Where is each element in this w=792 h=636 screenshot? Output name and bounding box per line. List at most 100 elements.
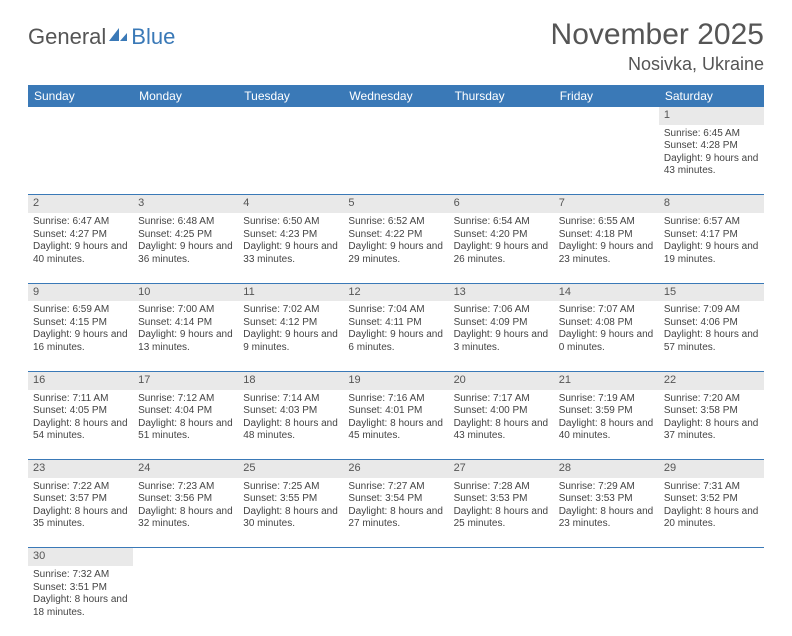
weekday-header: Saturday — [659, 85, 764, 107]
sunrise-line: Sunrise: 7:00 AM — [138, 304, 233, 317]
day-cell — [449, 566, 554, 636]
day-number: 5 — [343, 195, 448, 213]
sunset-line: Sunset: 3:58 PM — [664, 405, 759, 418]
day-number: 13 — [449, 283, 554, 301]
sunset-line: Sunset: 4:23 PM — [243, 229, 338, 242]
day-number — [238, 107, 343, 125]
day-cell — [238, 125, 343, 195]
logo: General Blue — [28, 24, 175, 50]
sunrise-line: Sunrise: 7:25 AM — [243, 481, 338, 494]
day-number-row: 9101112131415 — [28, 283, 764, 301]
day-cell — [238, 566, 343, 636]
daylight-line: Daylight: 9 hours and 36 minutes. — [138, 241, 233, 266]
sunrise-line: Sunrise: 6:48 AM — [138, 216, 233, 229]
daylight-line: Daylight: 8 hours and 25 minutes. — [454, 506, 549, 531]
day-number: 20 — [449, 371, 554, 389]
day-number — [133, 107, 238, 125]
day-cell: Sunrise: 6:50 AMSunset: 4:23 PMDaylight:… — [238, 213, 343, 283]
day-number: 18 — [238, 371, 343, 389]
sunrise-line: Sunrise: 7:14 AM — [243, 393, 338, 406]
day-cell: Sunrise: 6:57 AMSunset: 4:17 PMDaylight:… — [659, 213, 764, 283]
day-number — [133, 548, 238, 566]
day-number-row: 23242526272829 — [28, 460, 764, 478]
day-number: 6 — [449, 195, 554, 213]
sunset-line: Sunset: 3:53 PM — [454, 493, 549, 506]
day-cell: Sunrise: 7:17 AMSunset: 4:00 PMDaylight:… — [449, 390, 554, 460]
day-number — [28, 107, 133, 125]
day-number: 15 — [659, 283, 764, 301]
sunrise-line: Sunrise: 6:45 AM — [664, 128, 759, 141]
sunset-line: Sunset: 4:25 PM — [138, 229, 233, 242]
daylight-line: Daylight: 8 hours and 18 minutes. — [33, 594, 128, 619]
sunset-line: Sunset: 3:53 PM — [559, 493, 654, 506]
daylight-line: Daylight: 8 hours and 30 minutes. — [243, 506, 338, 531]
day-number: 3 — [133, 195, 238, 213]
day-number — [238, 548, 343, 566]
sunset-line: Sunset: 4:27 PM — [33, 229, 128, 242]
sunrise-line: Sunrise: 6:50 AM — [243, 216, 338, 229]
sunset-line: Sunset: 3:56 PM — [138, 493, 233, 506]
sunrise-line: Sunrise: 7:23 AM — [138, 481, 233, 494]
day-cell: Sunrise: 7:23 AMSunset: 3:56 PMDaylight:… — [133, 478, 238, 548]
day-number — [554, 548, 659, 566]
daylight-line: Daylight: 8 hours and 37 minutes. — [664, 418, 759, 443]
sunset-line: Sunset: 4:03 PM — [243, 405, 338, 418]
day-cell: Sunrise: 7:02 AMSunset: 4:12 PMDaylight:… — [238, 301, 343, 371]
sunrise-line: Sunrise: 7:11 AM — [33, 393, 128, 406]
day-cell: Sunrise: 7:11 AMSunset: 4:05 PMDaylight:… — [28, 390, 133, 460]
sunset-line: Sunset: 4:11 PM — [348, 317, 443, 330]
sunset-line: Sunset: 4:12 PM — [243, 317, 338, 330]
daylight-line: Daylight: 8 hours and 23 minutes. — [559, 506, 654, 531]
day-number: 29 — [659, 460, 764, 478]
calendar-table: SundayMondayTuesdayWednesdayThursdayFrid… — [28, 85, 764, 636]
day-cell: Sunrise: 7:19 AMSunset: 3:59 PMDaylight:… — [554, 390, 659, 460]
sunset-line: Sunset: 4:00 PM — [454, 405, 549, 418]
sunset-line: Sunset: 4:18 PM — [559, 229, 654, 242]
daylight-line: Daylight: 9 hours and 43 minutes. — [664, 153, 759, 178]
day-number: 7 — [554, 195, 659, 213]
sunrise-line: Sunrise: 7:16 AM — [348, 393, 443, 406]
sunset-line: Sunset: 4:14 PM — [138, 317, 233, 330]
day-cell — [133, 125, 238, 195]
day-cell: Sunrise: 7:06 AMSunset: 4:09 PMDaylight:… — [449, 301, 554, 371]
day-cell: Sunrise: 7:20 AMSunset: 3:58 PMDaylight:… — [659, 390, 764, 460]
day-cell: Sunrise: 7:14 AMSunset: 4:03 PMDaylight:… — [238, 390, 343, 460]
day-cell: Sunrise: 7:16 AMSunset: 4:01 PMDaylight:… — [343, 390, 448, 460]
sunrise-line: Sunrise: 7:20 AM — [664, 393, 759, 406]
weekday-header: Tuesday — [238, 85, 343, 107]
day-number: 4 — [238, 195, 343, 213]
day-number — [343, 548, 448, 566]
day-number: 22 — [659, 371, 764, 389]
daylight-line: Daylight: 8 hours and 48 minutes. — [243, 418, 338, 443]
day-number: 24 — [133, 460, 238, 478]
daylight-line: Daylight: 9 hours and 19 minutes. — [664, 241, 759, 266]
week-row: Sunrise: 7:32 AMSunset: 3:51 PMDaylight:… — [28, 566, 764, 636]
sunrise-line: Sunrise: 7:19 AM — [559, 393, 654, 406]
sunrise-line: Sunrise: 7:17 AM — [454, 393, 549, 406]
day-number-row: 1 — [28, 107, 764, 125]
day-number: 8 — [659, 195, 764, 213]
sunrise-line: Sunrise: 7:31 AM — [664, 481, 759, 494]
logo-text-blue: Blue — [131, 24, 175, 50]
logo-text-general: General — [28, 24, 106, 50]
weekday-header: Friday — [554, 85, 659, 107]
sunset-line: Sunset: 3:57 PM — [33, 493, 128, 506]
day-number: 1 — [659, 107, 764, 125]
day-number: 27 — [449, 460, 554, 478]
day-cell: Sunrise: 7:31 AMSunset: 3:52 PMDaylight:… — [659, 478, 764, 548]
daylight-line: Daylight: 9 hours and 6 minutes. — [348, 329, 443, 354]
sunrise-line: Sunrise: 6:54 AM — [454, 216, 549, 229]
day-number: 19 — [343, 371, 448, 389]
daylight-line: Daylight: 8 hours and 20 minutes. — [664, 506, 759, 531]
sunset-line: Sunset: 4:15 PM — [33, 317, 128, 330]
day-cell: Sunrise: 7:22 AMSunset: 3:57 PMDaylight:… — [28, 478, 133, 548]
sunset-line: Sunset: 4:22 PM — [348, 229, 443, 242]
daylight-line: Daylight: 8 hours and 35 minutes. — [33, 506, 128, 531]
day-number: 10 — [133, 283, 238, 301]
day-number-row: 2345678 — [28, 195, 764, 213]
daylight-line: Daylight: 8 hours and 27 minutes. — [348, 506, 443, 531]
sunset-line: Sunset: 3:55 PM — [243, 493, 338, 506]
sunrise-line: Sunrise: 7:22 AM — [33, 481, 128, 494]
day-number: 21 — [554, 371, 659, 389]
sunrise-line: Sunrise: 6:59 AM — [33, 304, 128, 317]
